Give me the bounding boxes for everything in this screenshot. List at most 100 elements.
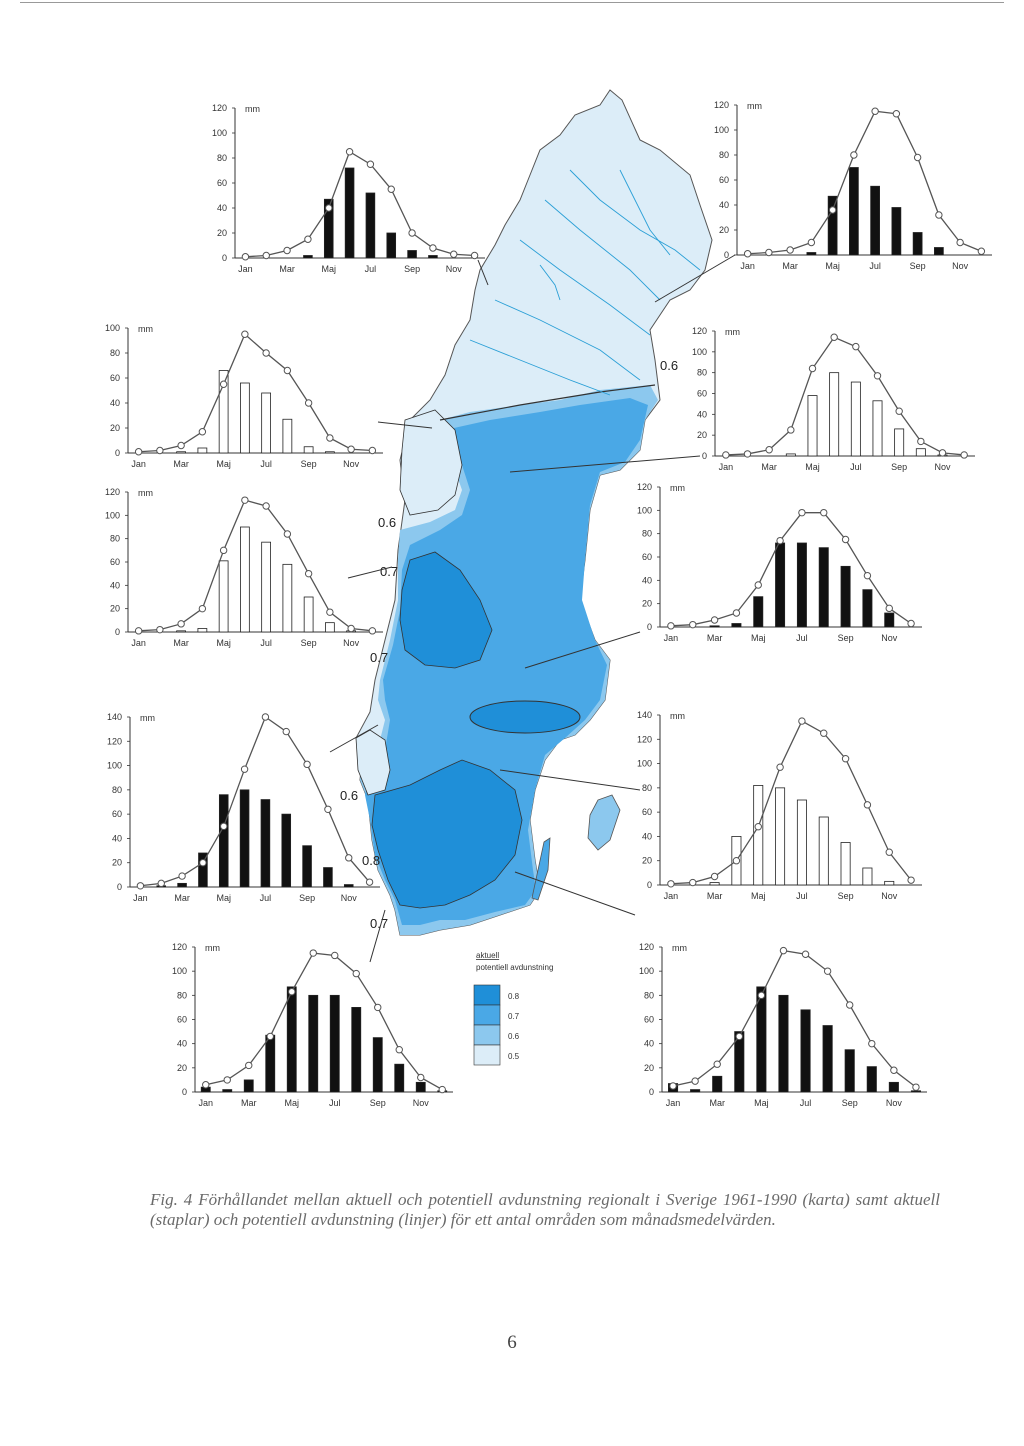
actual-evaporation-bar <box>844 1049 855 1093</box>
legend-swatch-0-7 <box>473 1004 501 1026</box>
legend-label: 0.6 <box>508 1032 520 1041</box>
potential-evaporation-point <box>885 604 893 613</box>
y-tick-label: 60 <box>110 373 120 383</box>
potential-evaporation-point <box>282 727 290 736</box>
y-tick-label: 60 <box>110 557 120 567</box>
actual-evaporation-bar <box>351 1007 362 1093</box>
potential-evaporation-point <box>156 446 164 455</box>
actual-evaporation-bar <box>806 252 817 256</box>
potential-evaporation-point <box>667 880 675 888</box>
actual-evaporation-bar <box>325 451 335 454</box>
x-tick-label: Mar <box>707 633 723 643</box>
x-tick-label: Sep <box>370 1098 386 1108</box>
actual-evaporation-bar <box>260 799 271 888</box>
potential-evaporation-point <box>743 250 752 258</box>
potential-evaporation-point <box>823 967 832 975</box>
y-tick-label: 60 <box>177 1015 187 1025</box>
potential-evaporation-point <box>241 253 250 261</box>
potential-evaporation-point <box>387 185 395 193</box>
actual-evaporation-bar <box>756 986 767 1093</box>
actual-evaporation-bar <box>239 789 250 888</box>
potential-evaporation-point <box>326 608 334 616</box>
potential-evaporation-point <box>801 950 810 958</box>
lake-vattern <box>469 700 581 734</box>
potential-evaporation-point <box>907 876 915 884</box>
actual-evaporation-bar <box>840 842 851 886</box>
actual-evaporation-bar <box>415 1081 426 1093</box>
y-tick-label: 40 <box>177 1039 187 1049</box>
island-gotland <box>587 794 621 851</box>
y-tick-label: 20 <box>644 1063 654 1073</box>
y-tick-label: 0 <box>115 448 120 458</box>
potential-evaporation-point <box>722 451 730 459</box>
y-tick-label: 100 <box>637 505 652 515</box>
potential-evaporation-point <box>710 872 719 881</box>
potential-evaporation-point <box>689 620 697 629</box>
y-tick-label: 20 <box>112 858 122 868</box>
potential-evaporation-point <box>177 620 185 628</box>
actual-evaporation-bar <box>286 986 297 1093</box>
actual-evaporation-bar <box>265 1034 276 1093</box>
unit-label: mm <box>725 327 740 337</box>
y-tick-label: 80 <box>110 534 120 544</box>
y-tick-label: 60 <box>644 1015 654 1025</box>
x-tick-label: Jul <box>796 633 808 643</box>
potential-evaporation-point <box>846 1001 854 1009</box>
x-tick-label: Jul <box>800 1098 812 1108</box>
actual-evaporation-bar <box>343 884 354 888</box>
potential-evaporation-point <box>368 627 377 635</box>
y-tick-label: 80 <box>719 150 729 160</box>
actual-evaporation-bar <box>778 994 789 1093</box>
potential-evaporation-point <box>156 625 164 634</box>
actual-evaporation-bar <box>915 448 926 457</box>
x-tick-label: Mar <box>173 638 189 648</box>
potential-evaporation-point <box>807 238 816 247</box>
potential-evaporation-point <box>262 251 270 260</box>
x-tick-label: Maj <box>216 638 231 648</box>
legend-title-bottom: potentiell avdunstning <box>476 963 553 972</box>
unit-label: mm <box>140 713 155 723</box>
actual-evaporation-bar <box>690 1089 701 1093</box>
potential-evaporation-line <box>725 336 965 456</box>
actual-evaporation-bar <box>709 882 720 886</box>
potential-evaporation-point <box>735 1032 743 1041</box>
actual-evaporation-bar <box>281 813 292 888</box>
isoline-label: 0.7 <box>370 650 388 665</box>
chart-panel: 0 20 40 60 80 100 120 mm Jan Mar Maj Jul Sep Nov <box>172 942 453 1108</box>
x-tick-label: Jul <box>260 893 272 903</box>
isoline-label: 0.6 <box>660 358 678 373</box>
island-oland <box>531 837 551 901</box>
actual-evaporation-bar <box>372 1037 383 1093</box>
x-tick-label: Mar <box>174 893 190 903</box>
potential-evaporation-point <box>776 763 784 771</box>
y-tick-label: 80 <box>112 785 122 795</box>
y-tick-label: 40 <box>719 200 729 210</box>
potential-evaporation-point <box>408 229 416 237</box>
actual-evaporation-bar <box>785 453 796 457</box>
actual-evaporation-bar <box>302 845 312 888</box>
chart-panel: 0 20 40 60 80 100 120 mm Jan Mar Maj Jul Sep Nov <box>105 487 383 648</box>
potential-evaporation-point <box>347 445 355 453</box>
chart-panel: 0 20 40 60 80 100 120 mm Jan Mar Maj Jul Sep Nov <box>639 942 927 1108</box>
potential-evaporation-point <box>765 446 773 454</box>
x-tick-label: Nov <box>934 462 951 472</box>
y-tick-label: 60 <box>642 807 652 817</box>
map-class-0-5-west <box>399 409 463 516</box>
actual-evaporation-bar <box>862 589 873 628</box>
potential-evaporation-point <box>798 717 806 725</box>
chart-panel: 0 20 40 60 80 100 120 mm Jan Mar Maj Jul Sep Nov <box>692 326 975 472</box>
y-tick-label: 140 <box>107 712 122 722</box>
isoline-north <box>439 384 656 421</box>
x-tick-label: Maj <box>751 891 766 901</box>
x-tick-label: Maj <box>825 261 840 271</box>
actual-evaporation-bar <box>222 1089 233 1093</box>
potential-evaporation-point <box>199 859 207 867</box>
y-tick-label: 20 <box>110 604 120 614</box>
y-tick-label: 120 <box>637 482 652 492</box>
map-class-0-8-region <box>399 551 493 669</box>
actual-evaporation-bar <box>323 198 334 259</box>
y-tick-label: 100 <box>172 966 187 976</box>
actual-evaporation-bar <box>894 428 905 457</box>
potential-evaporation-point <box>219 546 228 555</box>
potential-evaporation-point <box>241 496 249 504</box>
